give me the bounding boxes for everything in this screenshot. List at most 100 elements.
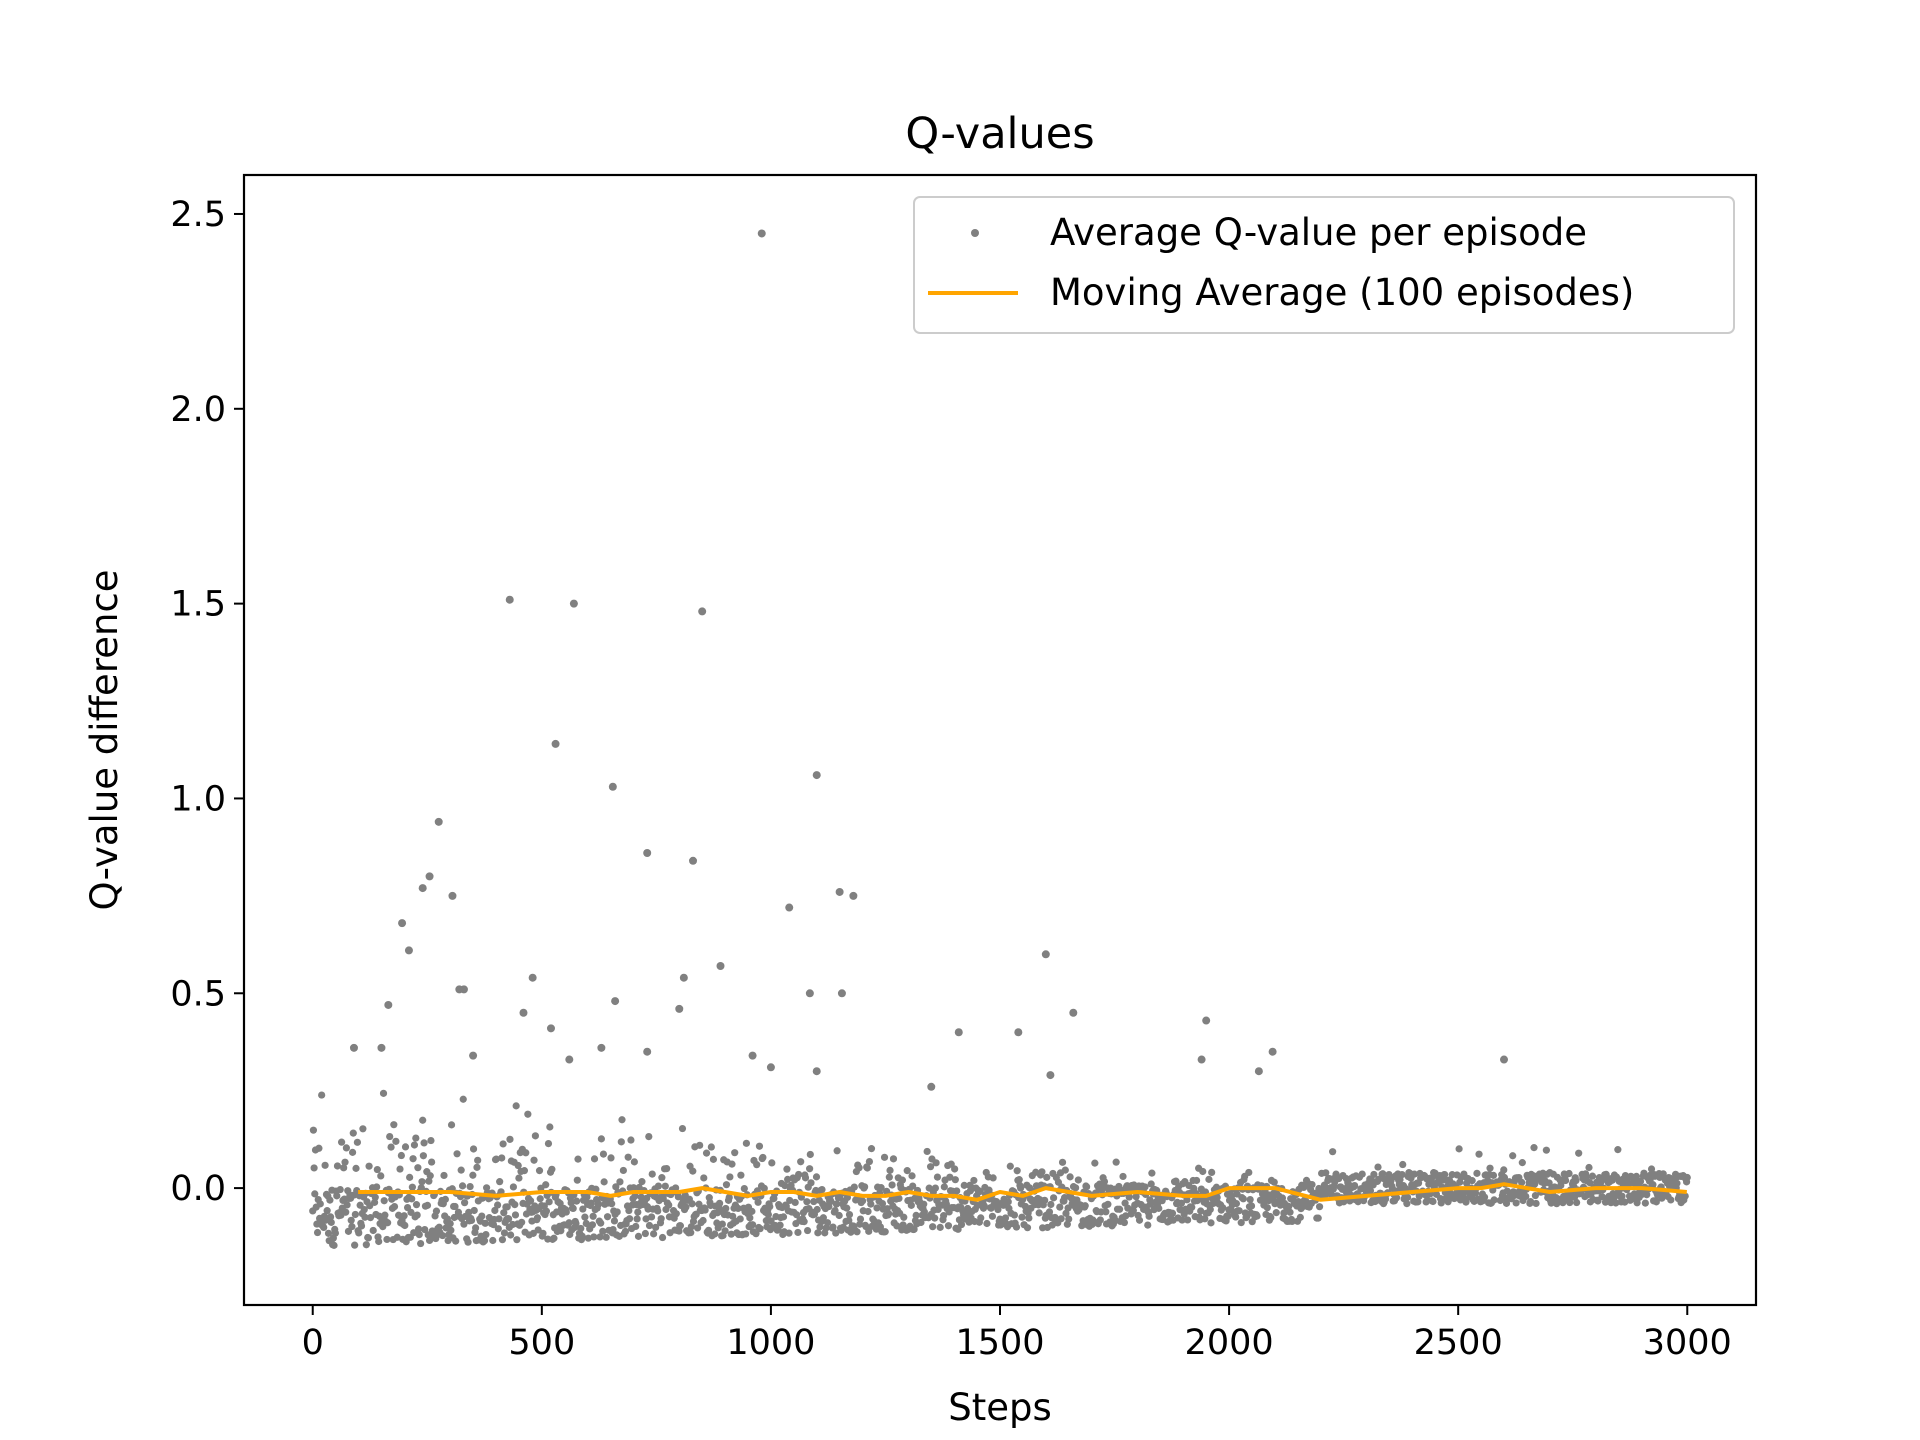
scatter-point [643, 849, 652, 857]
scatter-point [1441, 1170, 1449, 1179]
scatter-point [361, 1213, 369, 1221]
scatter-point [611, 997, 620, 1006]
scatter-point [550, 1234, 558, 1242]
scatter-point [806, 1165, 814, 1173]
scatter-point [1667, 1196, 1675, 1204]
scatter-point [783, 1165, 791, 1173]
scatter-point [764, 1210, 772, 1219]
scatter-point [1219, 1204, 1227, 1212]
scatter-point [676, 1222, 685, 1230]
scatter-point [1197, 1207, 1205, 1215]
scatter-point [355, 1229, 363, 1237]
scatter-point [940, 1212, 948, 1220]
scatter-point [1058, 1158, 1067, 1166]
scatter-point [837, 989, 846, 998]
scatter-point [318, 1091, 326, 1099]
scatter-point [327, 1218, 335, 1226]
scatter-point [472, 1224, 480, 1232]
scatter-point [414, 1164, 422, 1172]
scatter-point [1235, 1207, 1243, 1215]
scatter-point [1643, 1191, 1651, 1199]
scatter-point [330, 1241, 338, 1249]
scatter-point [581, 1213, 589, 1221]
scatter-point [1158, 1197, 1166, 1205]
scatter-point [954, 1028, 963, 1037]
scatter-point [326, 1196, 334, 1204]
scatter-point [625, 1215, 634, 1223]
scatter-point [1473, 1169, 1481, 1177]
scatter-point [1202, 1016, 1211, 1025]
scatter-point [533, 1214, 542, 1222]
scatter-point [927, 1082, 936, 1091]
scatter-point [661, 1182, 669, 1190]
scatter-point [401, 1221, 409, 1230]
scatter-point [786, 1196, 794, 1205]
x-tick-label: 3000 [1643, 1323, 1732, 1363]
scatter-point [425, 872, 434, 881]
scatter-point [470, 1206, 478, 1215]
scatter-point [1041, 950, 1050, 959]
scatter-point [1500, 1173, 1509, 1182]
scatter-point [1375, 1175, 1383, 1183]
scatter-point [1015, 1176, 1023, 1184]
scatter-point [742, 1139, 750, 1147]
scatter-point [1649, 1181, 1657, 1189]
scatter-point [397, 1151, 405, 1160]
scatter-point [418, 884, 427, 893]
scatter-point [1172, 1177, 1180, 1185]
scatter-point [880, 1153, 889, 1161]
scatter-point [779, 1213, 788, 1221]
scatter-point [907, 1201, 915, 1209]
y-tick-label: 0.5 [170, 974, 226, 1014]
scatter-point [812, 1173, 821, 1181]
scatter-point [672, 1184, 680, 1192]
scatter-point [612, 1183, 620, 1191]
scatter-point [776, 1221, 784, 1229]
scatter-point [404, 946, 413, 955]
scatter-point [582, 1219, 590, 1228]
scatter-point [584, 1234, 592, 1242]
scatter-point [835, 887, 844, 896]
scatter-point [674, 1193, 682, 1201]
scatter-point [1148, 1169, 1156, 1177]
scatter-point [1023, 1224, 1032, 1232]
scatter-point [459, 985, 468, 994]
scatter-point [494, 1201, 502, 1209]
scatter-point [722, 1204, 730, 1213]
scatter-point [1327, 1190, 1335, 1199]
scatter-point [452, 1237, 460, 1245]
scatter-point [324, 1229, 333, 1237]
scatter-point [505, 1215, 513, 1223]
scatter-point [528, 973, 537, 982]
scatter-point [515, 1174, 523, 1182]
scatter-point [1082, 1183, 1091, 1191]
scatter-point [855, 1164, 863, 1172]
scatter-point [864, 1207, 872, 1216]
scatter-point [737, 1171, 745, 1179]
scatter-point [562, 1208, 570, 1216]
scatter-point [1278, 1194, 1287, 1202]
scatter-point [1247, 1202, 1256, 1210]
scatter-point [1104, 1200, 1112, 1208]
scatter-dense-band [309, 1089, 1691, 1249]
scatter-point [1285, 1203, 1293, 1211]
scatter-point [608, 782, 617, 791]
scatter-point [447, 1121, 456, 1129]
scatter-point [588, 1221, 597, 1229]
scatter-point [688, 1200, 696, 1208]
scatter-point [865, 1157, 874, 1166]
scatter-point [460, 1220, 468, 1228]
scatter-point [650, 1230, 658, 1238]
scatter-point [1014, 1028, 1023, 1037]
scatter-point [1636, 1177, 1645, 1185]
scatter-point [1201, 1215, 1209, 1223]
scatter-point [814, 1229, 822, 1237]
scatter-point [835, 1211, 843, 1220]
scatter-point [1475, 1150, 1483, 1158]
scatter-point [440, 1171, 448, 1180]
scatter-point [1192, 1176, 1201, 1185]
scatter-point [619, 1166, 627, 1175]
scatter-point [1232, 1199, 1241, 1208]
scatter-point [931, 1214, 939, 1222]
scatter-point [641, 1229, 649, 1238]
